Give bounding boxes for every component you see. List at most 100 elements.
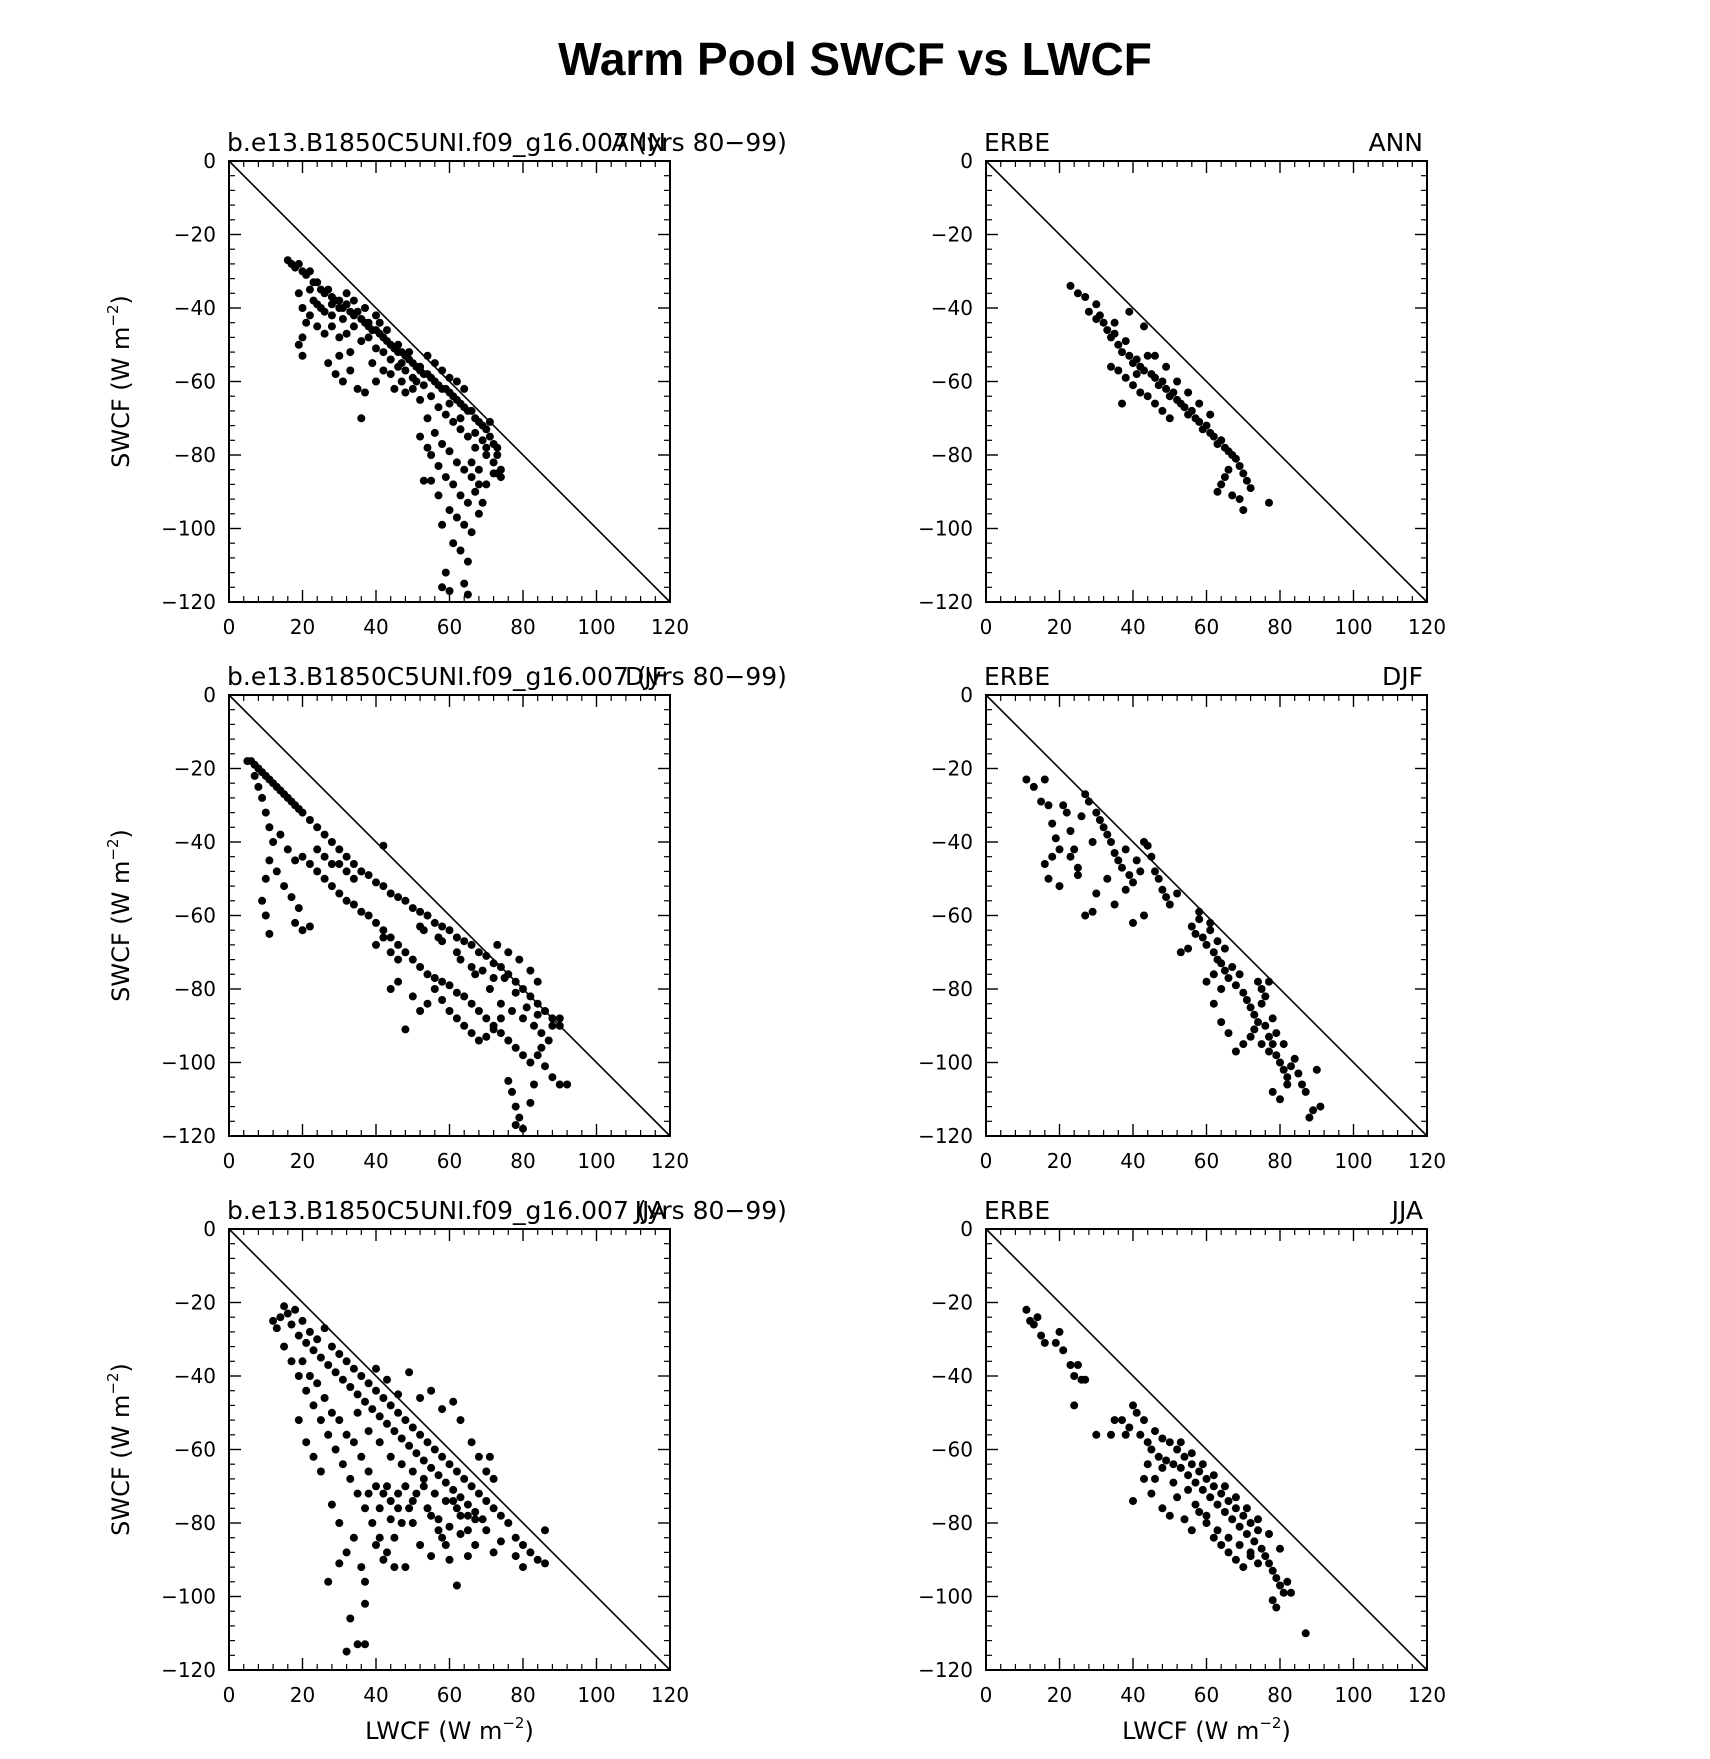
data-point	[1110, 849, 1119, 857]
x-tick-label: 40	[363, 1149, 388, 1173]
data-point	[496, 1511, 505, 1520]
data-point	[1092, 315, 1101, 323]
data-point	[401, 1482, 410, 1491]
data-point	[335, 845, 344, 854]
data-point	[1257, 1544, 1266, 1553]
data-point	[258, 793, 267, 802]
panel-left-label: b.e13.B1850C5UNI.f09_g16.007 (yrs 80−99)	[227, 662, 787, 691]
data-point	[1209, 948, 1218, 957]
x-tick-label: 80	[510, 1149, 535, 1173]
data-point	[452, 377, 461, 386]
data-point	[445, 981, 454, 990]
data-point	[397, 1519, 406, 1527]
y-tick-label: −20	[931, 757, 973, 781]
data-point	[1294, 1069, 1303, 1078]
data-point	[1246, 1519, 1255, 1527]
data-point	[496, 963, 505, 971]
data-point	[331, 1368, 340, 1377]
data-point	[471, 970, 480, 979]
data-point	[349, 860, 358, 868]
data-point	[320, 1324, 329, 1333]
data-point	[467, 473, 476, 482]
x-tick-label: 100	[577, 1149, 615, 1173]
x-tick-label: 20	[1047, 1683, 1072, 1707]
data-point	[1213, 937, 1222, 946]
data-point	[375, 1412, 384, 1421]
data-point	[383, 1419, 391, 1428]
data-point	[452, 933, 461, 942]
data-point	[309, 1452, 318, 1461]
y-tick-label: −80	[174, 977, 216, 1001]
data-point	[408, 1423, 417, 1432]
data-point	[467, 963, 476, 971]
x-tick-label: 40	[1120, 1683, 1145, 1707]
data-point	[434, 1471, 443, 1480]
data-point	[1228, 491, 1237, 500]
data-point	[368, 1405, 377, 1414]
data-point	[364, 1489, 373, 1498]
data-point	[408, 384, 417, 393]
data-point	[408, 904, 417, 913]
data-point	[1029, 782, 1038, 791]
data-point	[1081, 790, 1090, 799]
data-point	[335, 351, 344, 360]
y-tick-label: 0	[960, 149, 973, 173]
data-point	[364, 1379, 373, 1388]
data-point	[456, 955, 465, 964]
data-point	[496, 473, 505, 482]
data-point	[1242, 1530, 1251, 1538]
data-point	[1265, 1530, 1273, 1538]
data-point	[305, 922, 314, 931]
data-point	[427, 392, 436, 401]
data-point	[1272, 1603, 1281, 1612]
data-point	[379, 841, 388, 850]
data-point	[1110, 329, 1119, 338]
data-point	[1132, 1408, 1141, 1417]
data-point	[427, 451, 436, 459]
data-point	[1088, 838, 1097, 846]
data-point	[412, 1449, 421, 1458]
data-point	[460, 937, 469, 946]
scatter-panel-6: 0 20 40 60 80 100 120 0 −20 −40 −60 −80 −100 −120 ERBE…	[918, 1196, 1446, 1745]
data-point	[1040, 1338, 1049, 1347]
data-point	[482, 443, 491, 452]
data-point	[1169, 388, 1178, 397]
data-point	[368, 1519, 377, 1527]
data-point	[1206, 918, 1215, 927]
data-point	[1298, 1080, 1306, 1089]
data-point	[489, 974, 498, 982]
data-point	[383, 1482, 391, 1491]
data-point	[423, 1504, 432, 1513]
data-point	[386, 1452, 395, 1461]
data-point	[372, 918, 380, 927]
data-point	[471, 487, 480, 496]
data-point	[327, 300, 336, 309]
data-point	[1092, 808, 1101, 817]
data-point	[1173, 1493, 1182, 1502]
data-point	[548, 1014, 557, 1023]
data-point	[478, 1515, 487, 1524]
data-point	[1110, 1416, 1119, 1425]
data-point	[375, 1533, 384, 1542]
y-tick-label: −40	[174, 830, 216, 854]
data-point	[460, 465, 469, 474]
data-point	[349, 900, 358, 909]
data-point	[1044, 874, 1053, 883]
scatter-panel-4: 0 20 40 60 80 100 120 0 −20 −40 −60 −80 −100 −120 ERBE…	[918, 662, 1446, 1173]
data-point	[511, 977, 520, 986]
data-point	[386, 985, 395, 993]
data-point	[305, 267, 314, 276]
data-point	[1143, 841, 1152, 850]
data-point	[541, 1526, 549, 1535]
data-point	[305, 285, 314, 294]
data-point	[1231, 1555, 1240, 1564]
data-point	[1279, 1040, 1288, 1049]
data-point	[405, 1504, 414, 1513]
data-point	[460, 992, 469, 1001]
data-point	[390, 1533, 399, 1542]
data-point	[482, 951, 491, 960]
data-point	[537, 1029, 546, 1038]
data-point	[1228, 963, 1237, 971]
data-point	[493, 940, 502, 949]
data-point	[349, 1364, 358, 1373]
